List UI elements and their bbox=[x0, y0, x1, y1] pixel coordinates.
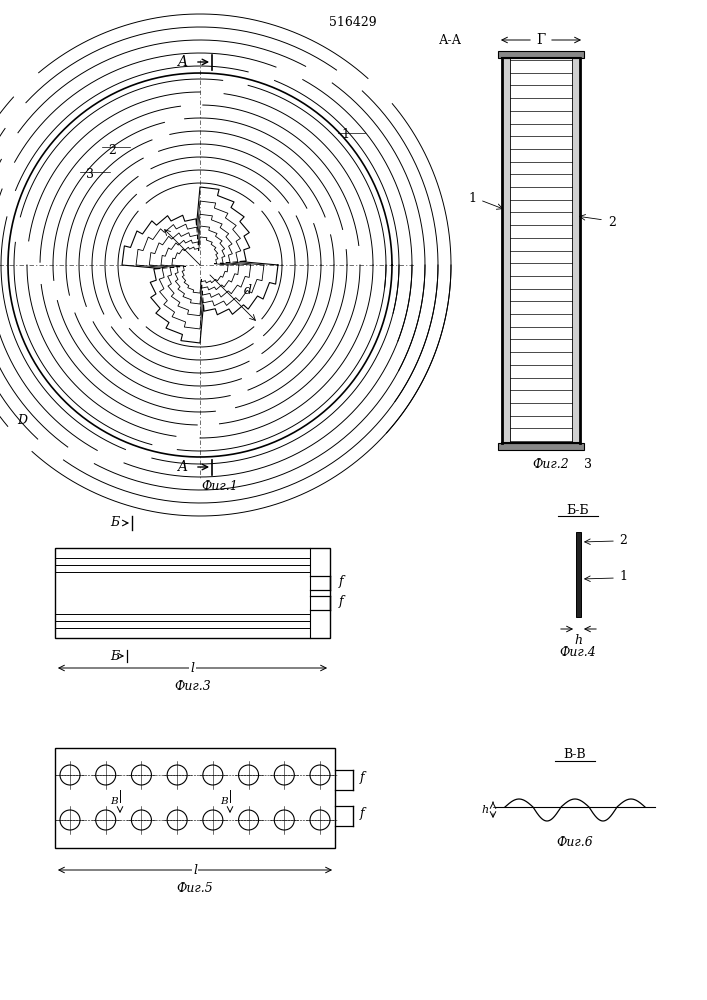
Text: Б-Б: Б-Б bbox=[567, 504, 590, 516]
Text: Фиг.2: Фиг.2 bbox=[532, 458, 569, 472]
Text: Г: Г bbox=[537, 33, 546, 47]
Text: h: h bbox=[481, 805, 489, 815]
Text: Фиг.3: Фиг.3 bbox=[174, 680, 211, 692]
Text: f: f bbox=[360, 808, 365, 820]
Text: Фиг.5: Фиг.5 bbox=[177, 882, 214, 894]
Text: A: A bbox=[177, 460, 187, 474]
Text: 3: 3 bbox=[584, 458, 592, 472]
Text: А-А: А-А bbox=[438, 33, 462, 46]
Text: D: D bbox=[17, 414, 27, 426]
Text: f: f bbox=[339, 595, 344, 608]
Bar bbox=[572, 58, 580, 443]
Text: 2: 2 bbox=[108, 143, 116, 156]
Text: f: f bbox=[339, 574, 344, 587]
Text: h: h bbox=[575, 635, 583, 648]
Text: l: l bbox=[190, 662, 194, 674]
Text: l: l bbox=[193, 863, 197, 876]
Text: В: В bbox=[220, 798, 228, 806]
Text: Фиг.6: Фиг.6 bbox=[556, 836, 593, 848]
Bar bbox=[498, 443, 584, 450]
Bar bbox=[55, 548, 330, 638]
Bar bbox=[498, 51, 584, 58]
Text: 2: 2 bbox=[619, 534, 627, 546]
Text: 3: 3 bbox=[86, 168, 94, 182]
Text: 516429: 516429 bbox=[329, 15, 377, 28]
Text: f: f bbox=[360, 772, 365, 784]
Text: Фиг.1: Фиг.1 bbox=[201, 481, 238, 493]
Text: 1: 1 bbox=[341, 128, 349, 141]
Text: Фиг.4: Фиг.4 bbox=[560, 646, 597, 658]
Text: A: A bbox=[177, 55, 187, 69]
Text: d: d bbox=[244, 284, 252, 296]
Bar bbox=[502, 58, 510, 443]
Text: В: В bbox=[110, 798, 118, 806]
Text: Б: Б bbox=[110, 516, 119, 530]
Text: 1: 1 bbox=[619, 570, 627, 584]
Text: 1: 1 bbox=[468, 192, 476, 205]
Text: В-В: В-В bbox=[563, 748, 586, 762]
Text: 2: 2 bbox=[608, 217, 616, 230]
Bar bbox=[576, 532, 581, 617]
Bar bbox=[55, 748, 335, 848]
Text: Б: Б bbox=[110, 650, 119, 662]
